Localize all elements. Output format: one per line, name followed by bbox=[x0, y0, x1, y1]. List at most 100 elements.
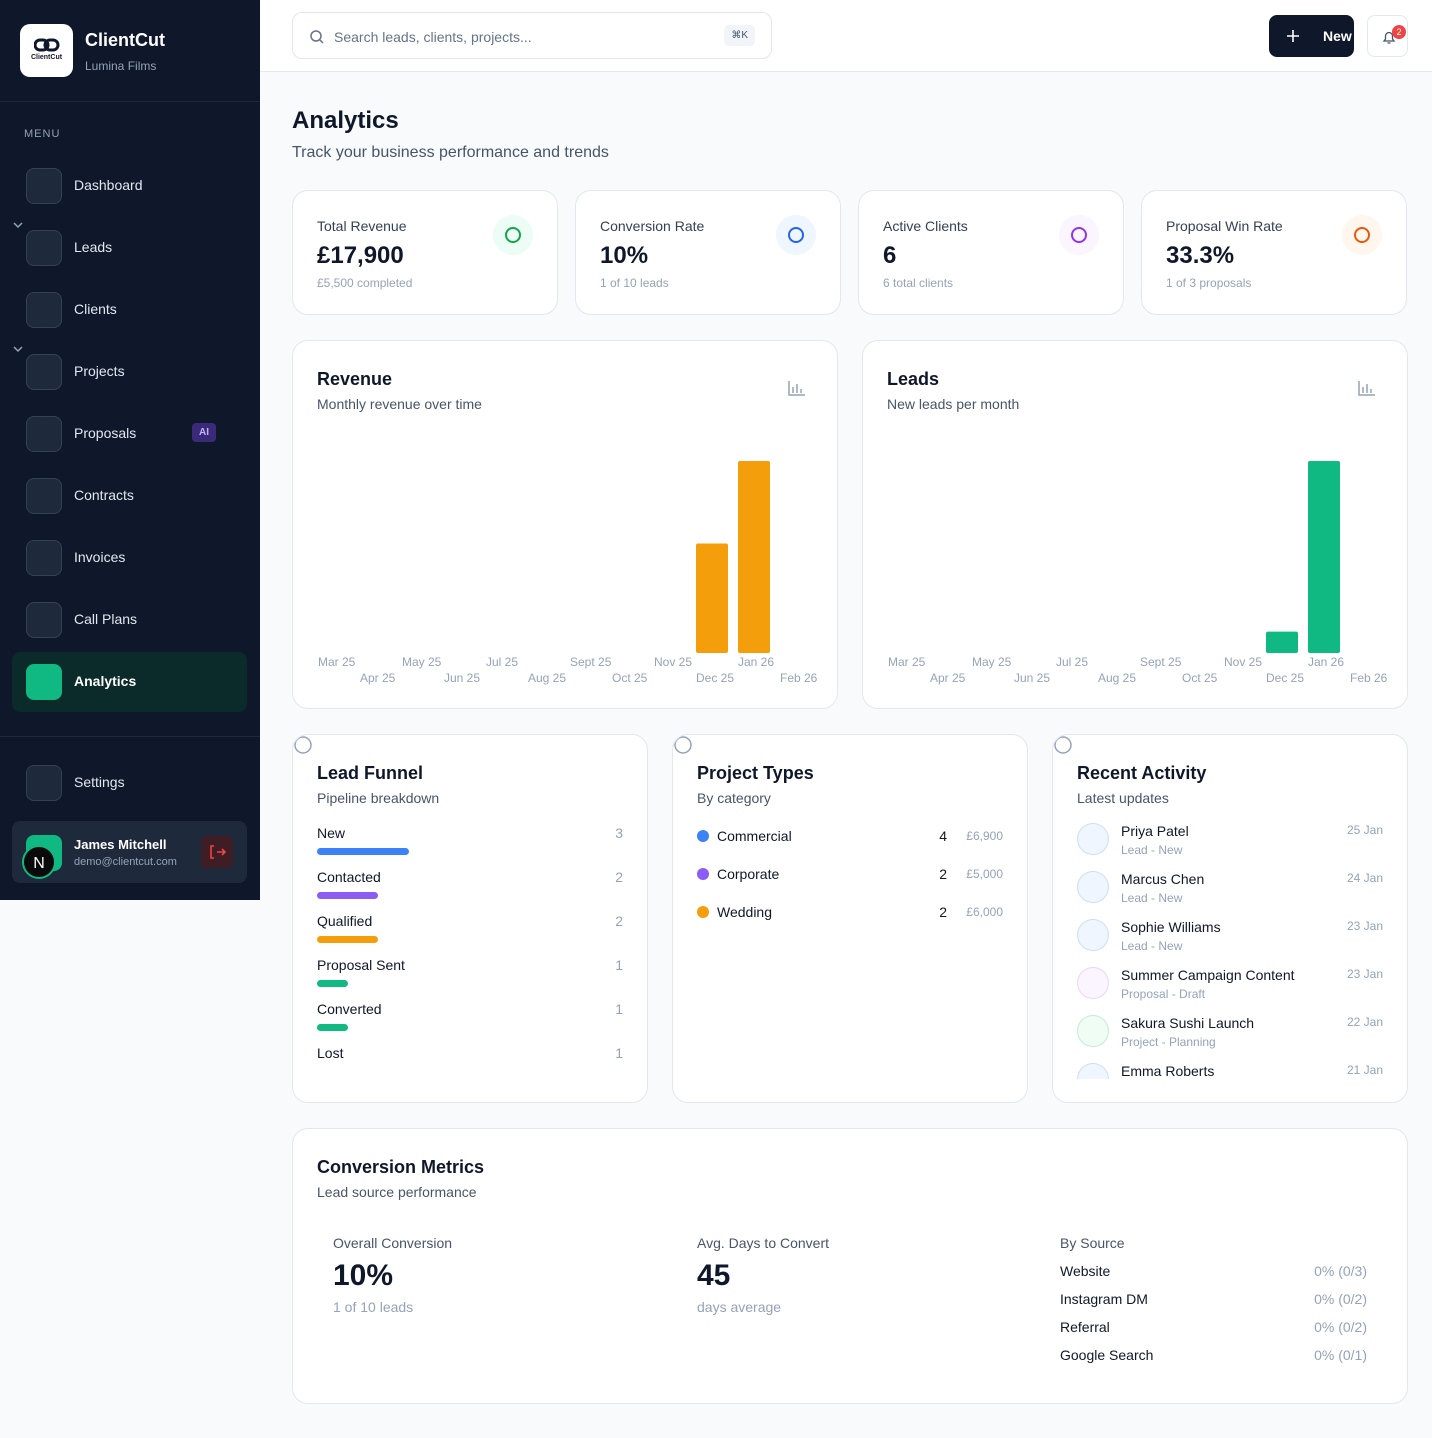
user-email: demo@clientcut.com bbox=[74, 856, 177, 868]
stat-label: Proposal Win Rate bbox=[1166, 218, 1283, 234]
x-tick-label: Feb 26 bbox=[780, 671, 818, 685]
stat-sub: 1 of 3 proposals bbox=[1166, 276, 1252, 290]
menu-item[interactable]: Invoices bbox=[12, 528, 247, 588]
activity-row[interactable]: Emma Roberts 21 Jan bbox=[1077, 1061, 1383, 1079]
icon bbox=[788, 227, 804, 243]
funnel-row: Contacted 2 bbox=[317, 869, 623, 899]
activity-icon bbox=[1077, 967, 1109, 999]
x-tick-label: Jul 25 bbox=[486, 655, 518, 669]
x-tick-label: Jan 26 bbox=[738, 655, 774, 669]
logo: ClientCut bbox=[20, 24, 73, 77]
stat-icon bbox=[1059, 215, 1099, 255]
menu-icon bbox=[26, 602, 62, 638]
stat-sub: £5,500 completed bbox=[317, 276, 413, 290]
chart-subtitle: New leads per month bbox=[887, 396, 1020, 412]
menu-icon bbox=[26, 354, 62, 390]
activity-name: Priya Patel bbox=[1121, 823, 1189, 839]
header-icon bbox=[788, 381, 805, 396]
x-tick-label: Aug 25 bbox=[1098, 671, 1136, 685]
project-types-card: Project Types By category Commercial 4 £6,90… bbox=[672, 734, 1028, 1103]
user-card[interactable]: N James Mitchell demo@clientcut.com bbox=[12, 821, 247, 883]
metric-value: 10% bbox=[333, 1259, 394, 1292]
activity-row[interactable]: Marcus Chen Lead - New 24 Jan bbox=[1077, 869, 1383, 913]
notifications[interactable]: 2 bbox=[1367, 15, 1408, 57]
icon-shape bbox=[505, 227, 521, 243]
icon-shape bbox=[1054, 736, 1072, 754]
activity-icon bbox=[1077, 1015, 1109, 1047]
sidebar: ClientCut ClientCut Lumina Films MENU Da… bbox=[0, 0, 260, 900]
menu-item[interactable]: Leads bbox=[12, 218, 247, 278]
activity-row[interactable]: Sakura Sushi Launch Project - Planning 22 … bbox=[1077, 1013, 1383, 1057]
activity-row[interactable]: Sophie Williams Lead - New 23 Jan bbox=[1077, 917, 1383, 961]
header-icon bbox=[1054, 736, 1072, 754]
activity-date: 23 Jan bbox=[1346, 967, 1383, 981]
activity-row[interactable]: Priya Patel Lead - New 25 Jan bbox=[1077, 821, 1383, 865]
menu-icon bbox=[26, 540, 62, 576]
menu-label: MENU bbox=[24, 128, 61, 140]
activity-name: Sakura Sushi Launch bbox=[1121, 1015, 1255, 1031]
menu-item[interactable]: Dashboard bbox=[12, 156, 247, 216]
activity-date: 21 Jan bbox=[1346, 1063, 1383, 1077]
card-title: Project Types bbox=[697, 763, 814, 783]
type-name: Commercial bbox=[717, 828, 792, 844]
type-count: 2 bbox=[939, 904, 947, 920]
activity-sub: Lead - New bbox=[1121, 939, 1183, 953]
stat-card: Total Revenue £17,900 £5,500 completed bbox=[292, 190, 558, 315]
activity-card: Recent Activity Latest updates Priya Patel… bbox=[1052, 734, 1408, 1103]
menu-item[interactable]: Clients bbox=[12, 280, 247, 340]
search-box[interactable]: Search leads, clients, projects... ⌘K bbox=[292, 12, 772, 59]
user-name: James Mitchell bbox=[74, 837, 167, 852]
activity-name: Summer Campaign Content bbox=[1121, 967, 1295, 983]
stat-icon bbox=[776, 215, 816, 255]
type-dot bbox=[697, 906, 709, 918]
menu-label: Projects bbox=[74, 363, 125, 379]
funnel-row: Qualified 2 bbox=[317, 913, 623, 943]
workspace: Lumina Films bbox=[85, 59, 157, 73]
activity-row[interactable]: Summer Campaign Content Proposal - Draft 2… bbox=[1077, 965, 1383, 1009]
source-name: Google Search bbox=[1060, 1347, 1154, 1363]
menu-item[interactable]: Analytics bbox=[12, 652, 247, 712]
menu-label: Clients bbox=[74, 301, 117, 317]
logout-button[interactable] bbox=[201, 836, 233, 868]
chevron-path bbox=[13, 222, 23, 229]
source-value: 0% (0/3) bbox=[1314, 1263, 1367, 1279]
search-placeholder: Search leads, clients, projects... bbox=[334, 29, 532, 45]
stage-count: 2 bbox=[615, 913, 623, 929]
new-button[interactable]: New bbox=[1269, 15, 1354, 57]
stat-label: Active Clients bbox=[883, 218, 968, 234]
header-icon bbox=[1358, 381, 1375, 396]
menu-item[interactable]: Projects bbox=[12, 342, 247, 402]
activity-icon bbox=[1077, 871, 1109, 903]
funnel-card: Lead Funnel Pipeline breakdown New 3 Contact… bbox=[292, 734, 648, 1103]
activity-sub: Lead - New bbox=[1121, 843, 1183, 857]
x-tick-label: Jun 25 bbox=[1014, 671, 1050, 685]
activity-icon bbox=[1077, 823, 1109, 855]
funnel-bar bbox=[317, 980, 348, 987]
menu-label: Invoices bbox=[74, 549, 126, 565]
x-tick-label: Aug 25 bbox=[528, 671, 566, 685]
label: Settings bbox=[74, 774, 125, 790]
menu-item[interactable]: Contracts bbox=[12, 466, 247, 526]
x-tick-label: Sept 25 bbox=[570, 655, 612, 669]
menu-item[interactable]: Proposals AI bbox=[12, 404, 247, 464]
menu-item[interactable]: Call Plans bbox=[12, 590, 247, 650]
stage-count: 1 bbox=[615, 957, 623, 973]
bar bbox=[738, 461, 770, 653]
chart-title: Leads bbox=[887, 369, 940, 389]
stat-sub: 6 total clients bbox=[883, 276, 954, 290]
icon-shape bbox=[1354, 227, 1370, 243]
stat-card: Proposal Win Rate 33.3% 1 of 3 proposals bbox=[1141, 190, 1407, 315]
settings-item[interactable]: Settings bbox=[12, 753, 247, 813]
stat-card: Active Clients 6 6 total clients bbox=[858, 190, 1124, 315]
stat-sub: 1 of 10 leads bbox=[600, 276, 669, 290]
source-value: 0% (0/2) bbox=[1314, 1291, 1367, 1307]
menu-icon bbox=[26, 168, 62, 204]
menu-icon bbox=[26, 416, 62, 452]
divider bbox=[0, 101, 260, 102]
stat-value: £17,900 bbox=[317, 242, 404, 269]
notification-count: 2 bbox=[1392, 25, 1406, 39]
source-name: Website bbox=[1060, 1263, 1111, 1279]
new-label: New bbox=[1323, 28, 1352, 44]
x-tick-label: Dec 25 bbox=[1266, 671, 1304, 685]
